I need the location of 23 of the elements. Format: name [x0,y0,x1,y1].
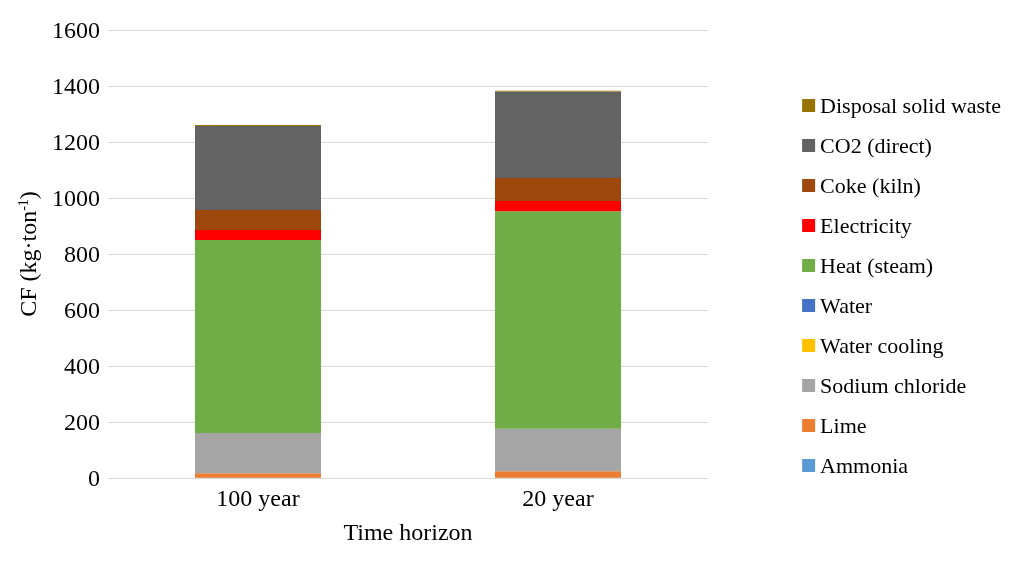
legend-label: Disposal solid waste [820,93,1002,118]
y-tick-label: 1200 [52,129,100,155]
x-tick-label: 20 year [522,485,594,511]
y-axis-title: CF (kg·ton-1) [15,191,41,317]
y-tick-label: 0 [88,465,100,491]
y-tick-label: 1400 [52,73,100,99]
legend-label: CO2 (direct) [820,133,932,158]
legend-label: Ammonia [820,453,909,478]
legend-label: Coke (kiln) [820,173,921,198]
legend-label: Lime [820,413,867,438]
y-tick-label: 800 [64,241,100,267]
legend-label: Water cooling [820,333,944,358]
y-tick-label: 400 [64,353,100,379]
legend-label: Electricity [820,213,912,238]
x-axis-title: Time horizon [343,519,473,545]
y-tick-label: 1600 [52,17,100,43]
legend-label: Water [820,293,873,318]
y-tick-label: 1000 [52,185,100,211]
y-tick-label: 200 [64,409,100,435]
y-tick-label: 600 [64,297,100,323]
legend-label: Heat (steam) [820,253,934,278]
legend-label: Sodium chloride [820,373,967,398]
x-tick-label: 100 year [216,485,300,511]
